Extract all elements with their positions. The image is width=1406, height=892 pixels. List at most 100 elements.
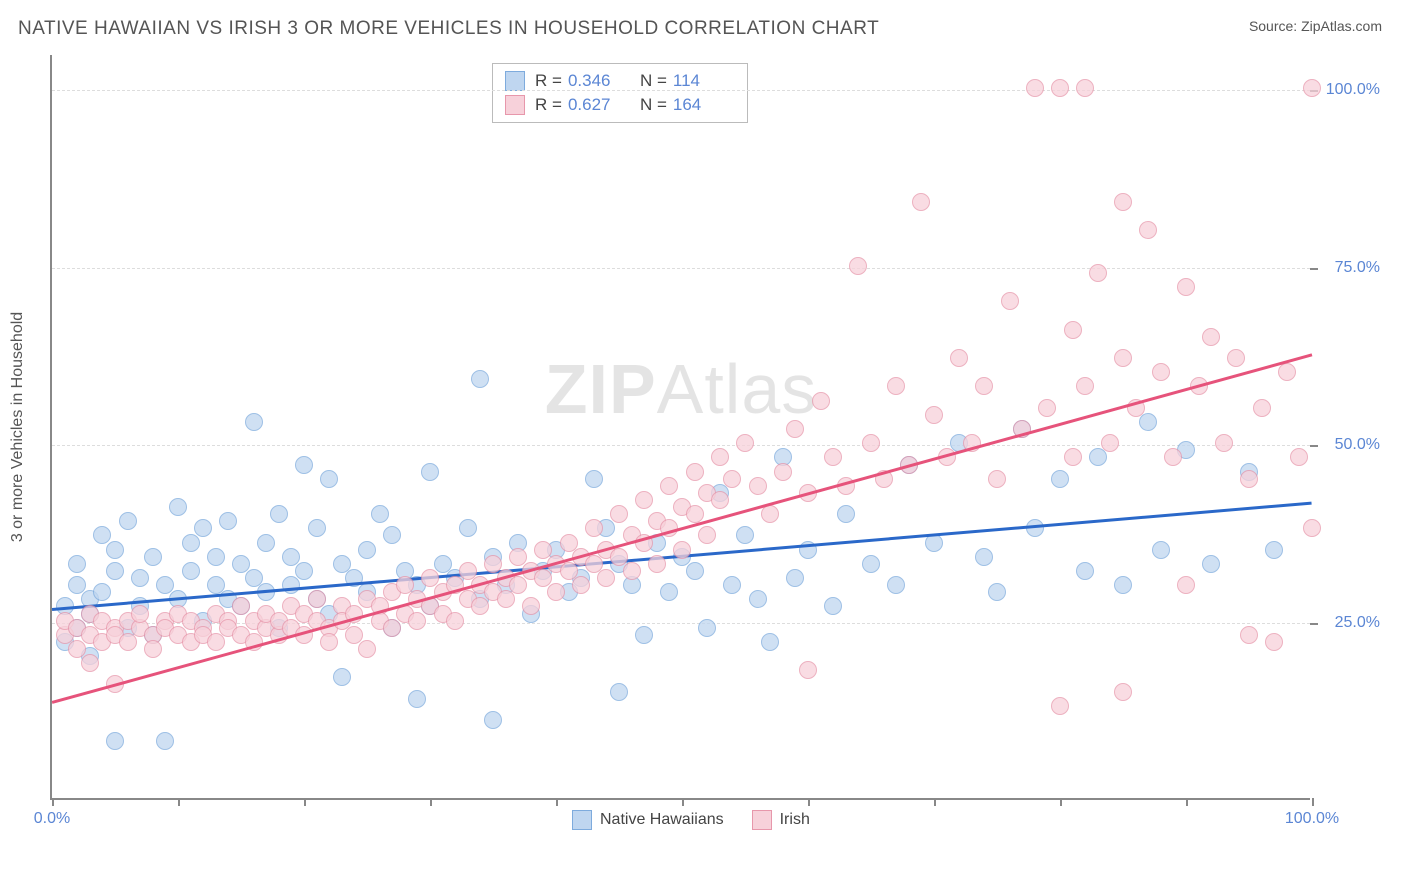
x-tick-label: 100.0% (1285, 810, 1339, 828)
gridline (52, 623, 1310, 624)
data-point (1114, 683, 1132, 701)
data-point (849, 257, 867, 275)
data-point (1114, 576, 1132, 594)
y-axis-title: 3 or more Vehicles in Household (9, 311, 27, 541)
x-tick (52, 798, 54, 806)
data-point (786, 569, 804, 587)
x-tick (808, 798, 810, 806)
data-point (522, 597, 540, 615)
data-point (648, 555, 666, 573)
data-point (837, 505, 855, 523)
data-point (824, 597, 842, 615)
data-point (774, 463, 792, 481)
data-point (1089, 264, 1107, 282)
data-point (698, 619, 716, 637)
data-point (383, 526, 401, 544)
data-point (572, 576, 590, 594)
data-point (106, 732, 124, 750)
data-point (358, 640, 376, 658)
data-point (623, 562, 641, 580)
data-point (408, 690, 426, 708)
data-point (975, 548, 993, 566)
data-point (308, 519, 326, 537)
data-point (1064, 321, 1082, 339)
n-value: 114 (673, 71, 725, 91)
n-value: 164 (673, 95, 725, 115)
x-tick (304, 798, 306, 806)
data-point (1076, 562, 1094, 580)
x-tick (1312, 798, 1314, 806)
correlation-chart: ZIPAtlas 3 or more Vehicles in Household… (50, 55, 1390, 815)
x-tick (556, 798, 558, 806)
r-label: R = (535, 71, 562, 91)
stats-row: R =0.627N =164 (505, 93, 735, 117)
data-point (698, 526, 716, 544)
data-point (799, 661, 817, 679)
x-tick (430, 798, 432, 806)
data-point (131, 569, 149, 587)
stats-legend: R =0.346N =114R =0.627N =164 (492, 63, 748, 123)
data-point (597, 569, 615, 587)
x-tick (934, 798, 936, 806)
y-tick (1310, 268, 1318, 270)
data-point (585, 470, 603, 488)
data-point (862, 555, 880, 573)
data-point (635, 491, 653, 509)
data-point (421, 463, 439, 481)
data-point (308, 590, 326, 608)
r-value: 0.346 (568, 71, 620, 91)
data-point (446, 612, 464, 630)
y-tick-label: 25.0% (1335, 614, 1380, 632)
data-point (1001, 292, 1019, 310)
data-point (585, 519, 603, 537)
data-point (975, 377, 993, 395)
data-point (887, 377, 905, 395)
legend-swatch (572, 810, 592, 830)
stats-row: R =0.346N =114 (505, 69, 735, 93)
series-legend: Native Hawaiians Irish (572, 810, 810, 830)
data-point (320, 633, 338, 651)
data-point (749, 477, 767, 495)
data-point (1026, 519, 1044, 537)
data-point (81, 654, 99, 672)
data-point (408, 612, 426, 630)
data-point (925, 406, 943, 424)
data-point (862, 434, 880, 452)
legend-swatch (752, 810, 772, 830)
series-swatch (505, 71, 525, 91)
data-point (673, 541, 691, 559)
data-point (1152, 541, 1170, 559)
data-point (635, 626, 653, 644)
data-point (1303, 79, 1321, 97)
data-point (1076, 79, 1094, 97)
watermark: ZIPAtlas (545, 349, 818, 429)
data-point (1253, 399, 1271, 417)
r-value: 0.627 (568, 95, 620, 115)
data-point (723, 576, 741, 594)
data-point (207, 633, 225, 651)
data-point (194, 519, 212, 537)
legend-item: Irish (752, 810, 810, 830)
data-point (106, 562, 124, 580)
data-point (1202, 555, 1220, 573)
data-point (106, 541, 124, 559)
data-point (723, 470, 741, 488)
data-point (93, 583, 111, 601)
data-point (119, 512, 137, 530)
data-point (182, 534, 200, 552)
data-point (1202, 328, 1220, 346)
data-point (257, 534, 275, 552)
data-point (988, 583, 1006, 601)
legend-item: Native Hawaiians (572, 810, 724, 830)
data-point (736, 434, 754, 452)
data-point (660, 583, 678, 601)
source-link[interactable]: ZipAtlas.com (1301, 18, 1382, 34)
data-point (471, 597, 489, 615)
r-label: R = (535, 95, 562, 115)
data-point (320, 470, 338, 488)
data-point (761, 633, 779, 651)
x-tick (178, 798, 180, 806)
data-point (1101, 434, 1119, 452)
data-point (1227, 349, 1245, 367)
legend-label: Irish (780, 811, 810, 829)
